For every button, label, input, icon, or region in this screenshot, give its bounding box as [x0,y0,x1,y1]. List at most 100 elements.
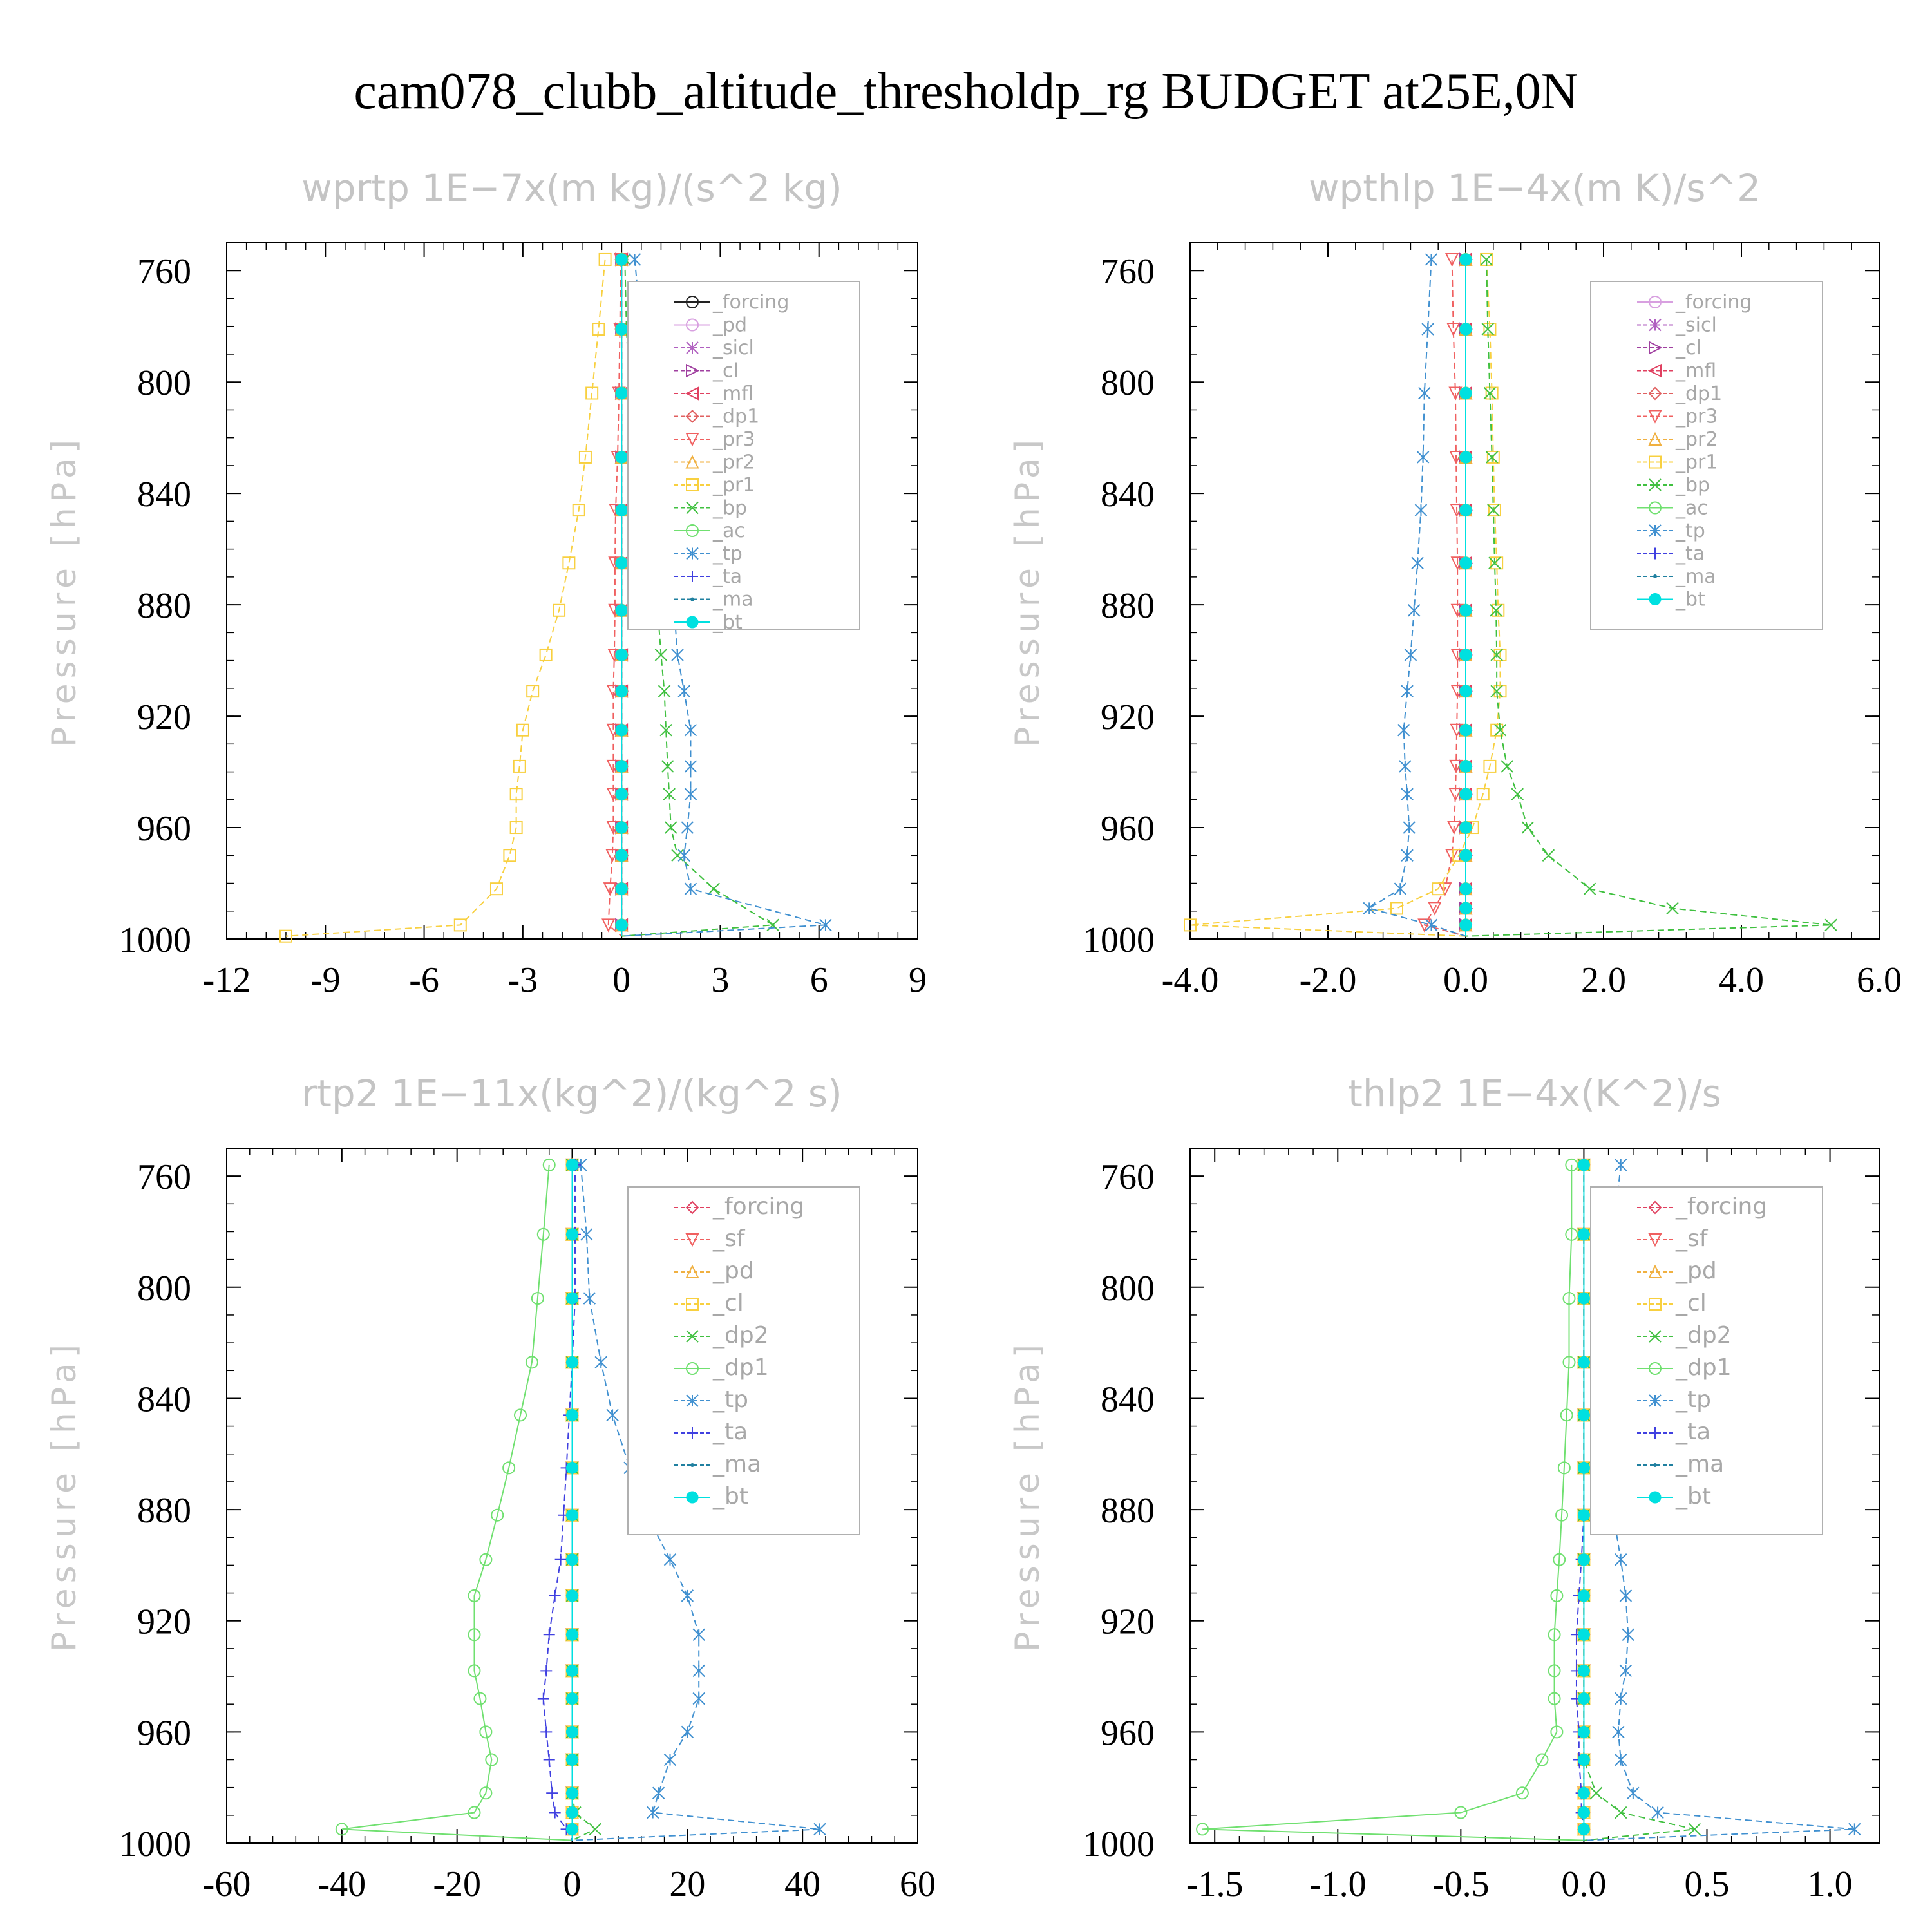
data-point [615,788,628,800]
data-point [566,1589,578,1602]
data-point [615,604,628,617]
legend-label: _bp [712,497,747,520]
data-point [1521,821,1535,834]
data-point [1438,882,1452,896]
data-point [1577,1692,1590,1705]
data-point [615,760,628,773]
legend-label: _pd [1675,1258,1717,1284]
data-point [1577,1408,1590,1421]
legend-marker [1648,1264,1662,1278]
y-tick-label: 960 [1101,809,1155,849]
data-point [335,1823,348,1836]
data-point [615,451,628,464]
data-point [578,450,592,464]
legend-label: _ma [1675,1451,1724,1477]
y-tick-label: 800 [1101,363,1155,403]
data-point [1459,724,1472,737]
legend-entry: _ma [674,1451,761,1477]
legend-marker [685,433,699,447]
legend-marker [1649,455,1662,469]
data-point [1459,685,1472,697]
x-tick-label: 40 [784,1864,820,1904]
legend-entry: _pr1 [674,474,755,497]
data-point [1490,723,1504,737]
legend-marker [686,524,699,537]
data-point [654,649,668,661]
data-point [1459,649,1472,661]
data-point [566,1509,578,1522]
data-point [554,1553,567,1566]
chart-panel-4: thlp2 1E−4x(K^2)/s Pressure [hPa] -1.5 -1.0… [1009,1072,1880,1904]
data-point [583,1292,596,1305]
data-point [1425,253,1438,266]
legend-entry: _bt [1637,1483,1711,1510]
data-point [1577,1806,1590,1819]
legend-label: _pr2 [712,451,755,474]
data-point [1619,1589,1633,1602]
series-line [571,1164,597,1841]
legend-marker [686,547,699,560]
legend-entry: _bp [674,497,747,520]
data-point [1553,1553,1566,1566]
data-point [1666,902,1679,915]
legend-label: _bt [712,611,743,634]
legend-entry: _forcing [674,291,789,314]
data-point [1414,504,1428,516]
data-point [1448,386,1463,401]
legend-entry: _ta [674,565,742,588]
legend-entry: _ma [674,589,753,611]
data-point [681,1725,694,1739]
data-point [1577,1461,1590,1474]
data-point [1411,556,1424,569]
data-point [1488,504,1501,517]
data-point [543,1754,555,1766]
data-point [502,1461,516,1475]
data-point [592,323,605,336]
data-point [1550,1589,1564,1602]
data-point [453,918,467,932]
series-line [285,259,606,937]
series-bp [1465,253,1837,937]
y-tick-label: 760 [137,1157,191,1197]
legend-label: _pr3 [1675,406,1718,428]
data-point [1615,1159,1627,1171]
x-tick-label: 0.5 [1685,1864,1730,1904]
legend-entry: _dp1 [1637,1354,1732,1381]
legend-label: _ta [1675,1419,1710,1445]
data-point [671,849,684,862]
legend-label: _ac [712,520,745,542]
x-tick-label: -2.0 [1300,960,1357,1000]
legend-label: _tp [712,1387,748,1413]
chart-panel-2: wpthlp 1E−4x(m K)/s^2 Pressure [hPa] -4.0 -… [1009,166,1902,1000]
data-point [566,1754,578,1766]
y-tick-label: 840 [1101,1379,1155,1419]
x-tick-label: 60 [900,1864,936,1904]
legend-label: _tp [712,543,743,565]
legend-label: _dp2 [1675,1322,1732,1349]
data-point [663,788,676,800]
x-tick-label: 0 [564,1864,582,1904]
legend-entry: _cl [1637,337,1701,359]
data-point [615,882,628,895]
legend-entry: _pr3 [674,428,755,451]
legend-entry: _tp [1637,1387,1711,1413]
legend-entry: _forcing [674,1193,804,1220]
y-axis-label: Pressure [hPa] [1009,1340,1047,1652]
data-point [1421,323,1434,336]
legend-entry: _ta [674,1419,748,1445]
y-tick-label: 920 [1101,1602,1155,1642]
series-line [607,259,622,937]
series-line [1189,259,1501,937]
legend-marker [686,501,699,515]
data-point [1615,1692,1627,1705]
legend-label: _dp1 [712,1354,769,1381]
legend-marker [685,455,699,469]
x-tick-label: -6 [409,960,439,1000]
x-tick-label: 4.0 [1719,960,1764,1000]
legend-entry: _ta [1637,1419,1710,1445]
data-point [692,1664,705,1678]
series-tp [1363,253,1466,937]
data-point [540,1665,553,1677]
data-point [1446,323,1461,337]
